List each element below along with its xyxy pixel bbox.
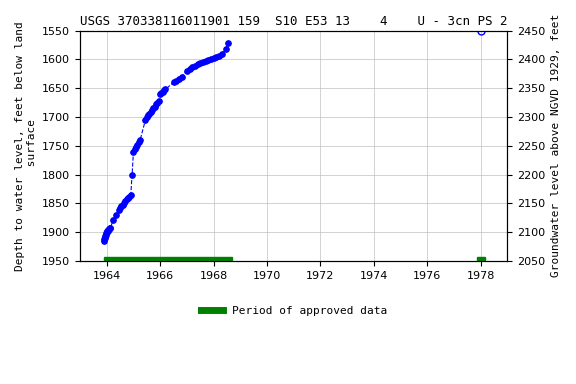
Y-axis label: Depth to water level, feet below land
 surface: Depth to water level, feet below land su… xyxy=(15,21,37,271)
Bar xyxy=(104,257,232,261)
Y-axis label: Groundwater level above NGVD 1929, feet: Groundwater level above NGVD 1929, feet xyxy=(551,14,561,277)
Title: USGS 370338116011901 159  S10 E53 13    4    U - 3cn PS 2: USGS 370338116011901 159 S10 E53 13 4 U … xyxy=(80,15,507,28)
Bar xyxy=(477,257,485,261)
Legend: Period of approved data: Period of approved data xyxy=(196,301,391,320)
